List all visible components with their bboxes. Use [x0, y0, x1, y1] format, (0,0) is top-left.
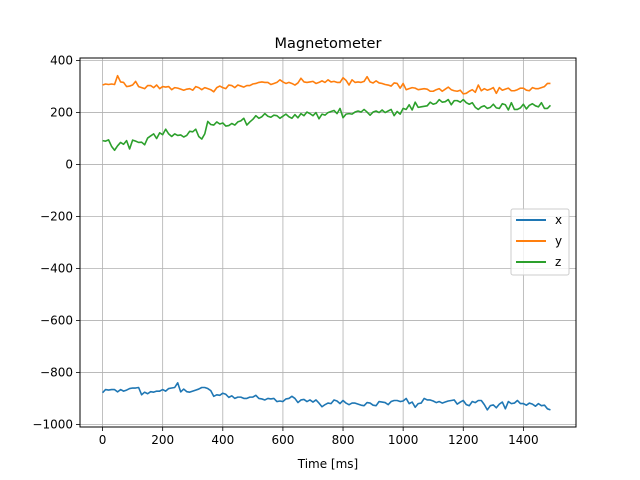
x-tick-label: 800 — [332, 433, 355, 447]
x-tick-label: 1400 — [508, 433, 539, 447]
x-axis-label: Time [ms] — [297, 457, 359, 471]
series-line-z — [102, 98, 552, 152]
legend: x y z — [510, 208, 570, 276]
x-tick-label: 200 — [151, 433, 174, 447]
legend-label-x: x — [555, 213, 562, 227]
y-tick-label: 400 — [50, 54, 73, 68]
x-tick-label: 600 — [271, 433, 294, 447]
x-axis-ticks: 0 200 400 600 800 1000 1200 1400 — [99, 427, 539, 447]
series-layer — [101, 74, 552, 411]
x-tick-label: 400 — [211, 433, 234, 447]
y-tick-label: 200 — [50, 106, 73, 120]
plot-frame — [79, 57, 577, 428]
y-tick-label: −1000 — [32, 417, 73, 431]
y-tick-label: 0 — [65, 158, 73, 172]
legend-label-y: y — [555, 234, 562, 248]
y-tick-label: −800 — [40, 365, 73, 379]
series-line-x — [101, 382, 551, 411]
y-tick-label: −200 — [40, 210, 73, 224]
y-tick-label: −600 — [40, 313, 73, 327]
y-tick-label: −400 — [40, 261, 73, 275]
chart-title: Magnetometer — [275, 36, 382, 52]
x-tick-label: 0 — [99, 433, 107, 447]
y-axis-ticks: −1000 −800 −600 −400 −200 0 200 400 — [32, 54, 80, 431]
x-gridlines — [102, 58, 524, 427]
legend-label-z: z — [555, 255, 561, 269]
series-line-y — [102, 74, 551, 95]
x-tick-label: 1200 — [448, 433, 479, 447]
x-tick-label: 1000 — [388, 433, 419, 447]
